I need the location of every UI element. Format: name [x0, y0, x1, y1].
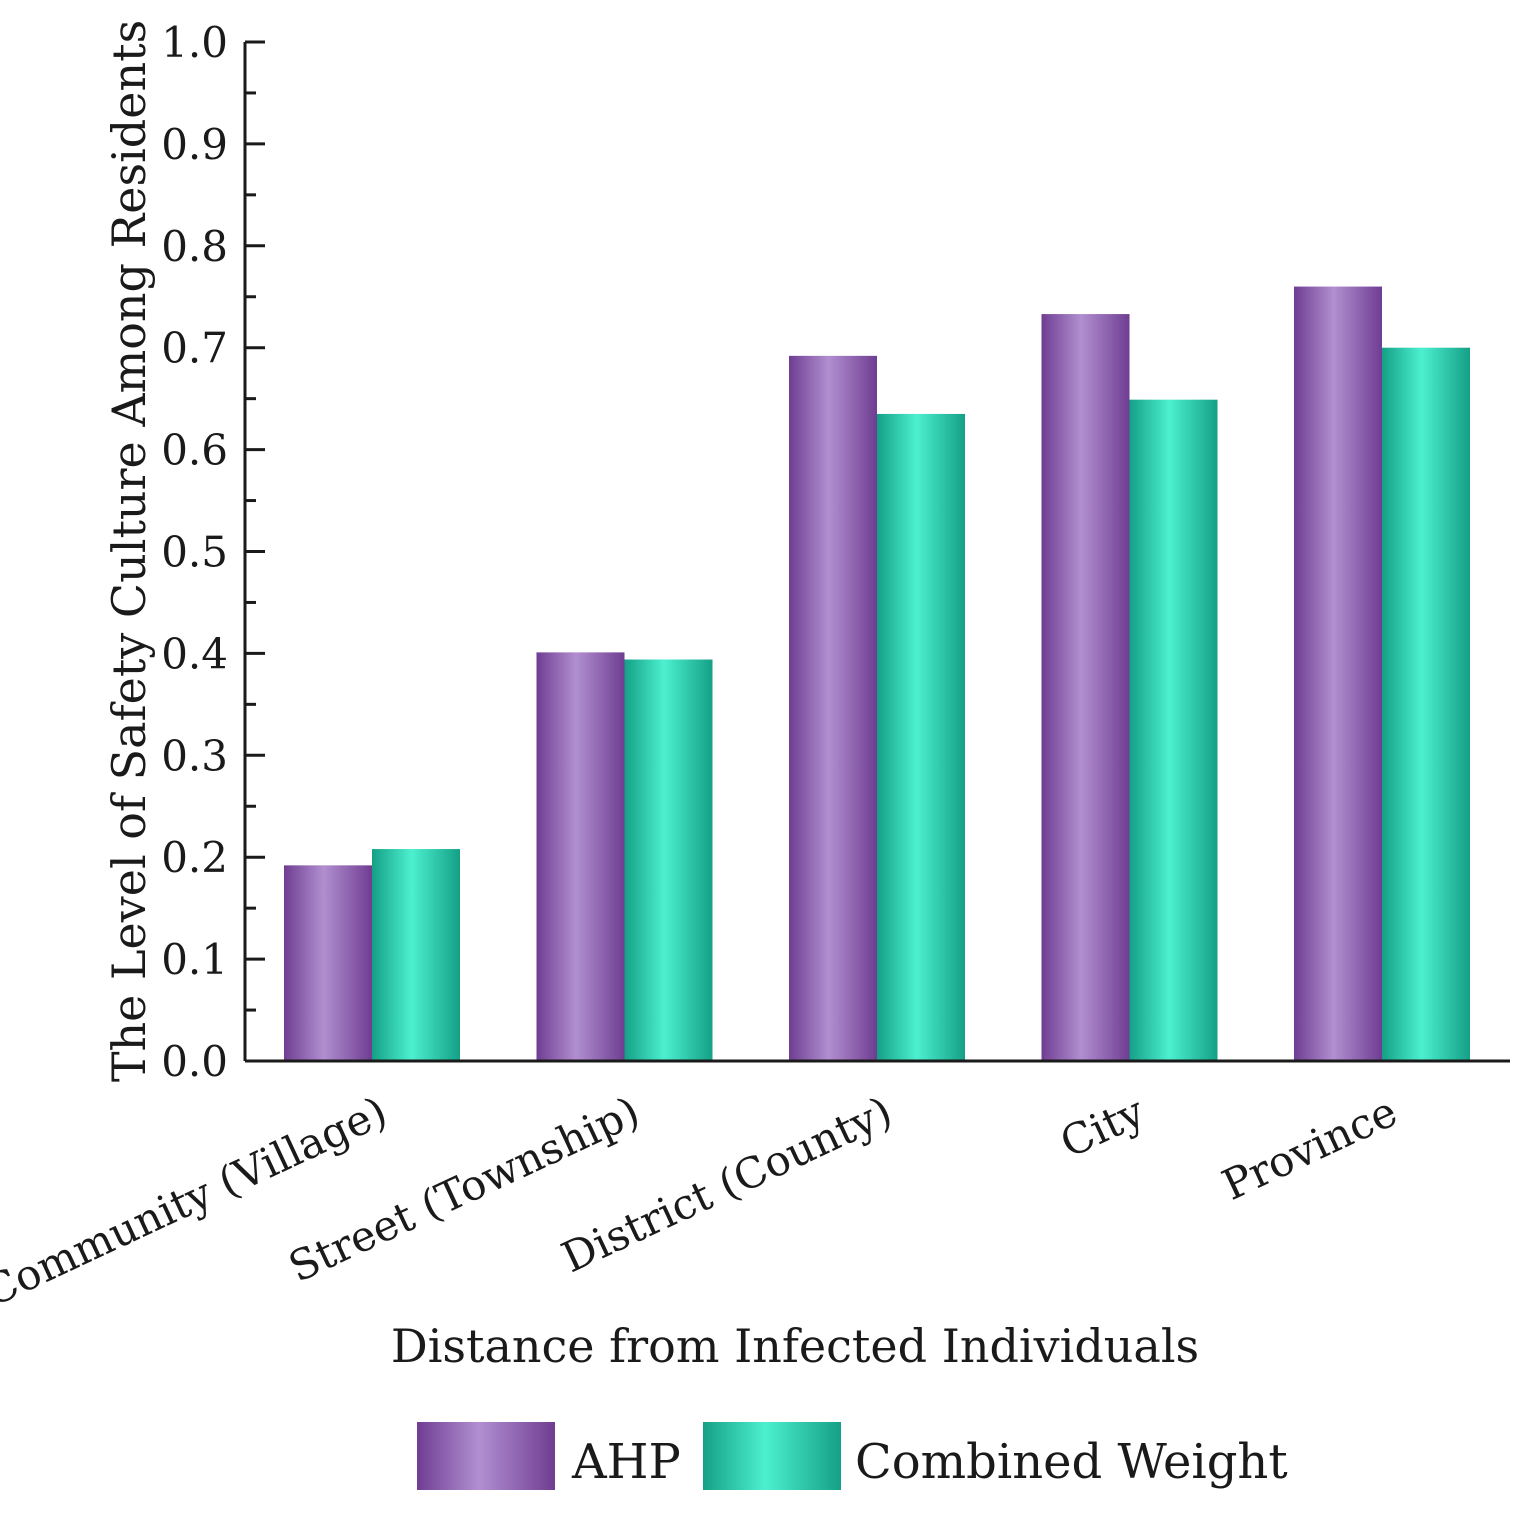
bar-ahp-4	[1294, 286, 1382, 1061]
x-tick-label-3: City	[1053, 1087, 1152, 1168]
y-tick-label: 0.6	[161, 426, 228, 475]
x-axis-title: Distance from Infected Individuals	[391, 1319, 1199, 1373]
legend: AHP Combined Weight	[417, 1422, 1288, 1490]
legend-swatch-combined-weight	[703, 1422, 841, 1490]
y-tick-label: 0.1	[161, 935, 228, 984]
y-axis-title: The Level of Safety Culture Among Reside…	[102, 20, 156, 1082]
legend-label-combined-weight: Combined Weight	[855, 1434, 1288, 1490]
y-tick-label: 0.0	[161, 1037, 228, 1086]
bar-combined-weight-3	[1129, 399, 1218, 1061]
y-tick-label: 0.5	[161, 528, 228, 577]
y-ticks-group: 0.0 0.1 0.2 0.3 0.4 0.5 0.6 0.7 0.8 0.9 1.0	[161, 18, 265, 1086]
y-tick-label: 0.2	[161, 833, 228, 882]
y-tick-label: 0.4	[161, 629, 228, 678]
bar-combined-weight-0	[372, 849, 460, 1061]
y-tick-label: 0.9	[161, 120, 228, 169]
bar-ahp-0	[284, 865, 372, 1061]
bar-ahp-2	[789, 355, 877, 1061]
bar-combined-weight-2	[877, 413, 965, 1061]
x-tick-label-4: Province	[1215, 1087, 1404, 1210]
bar-ahp-3	[1041, 314, 1130, 1061]
bar-combined-weight-1	[624, 659, 713, 1061]
bar-combined-weight-4	[1382, 347, 1470, 1061]
x-labels-group: Community (Village)Street (Township)Dist…	[0, 1087, 1404, 1317]
y-tick-label: 0.8	[161, 222, 228, 271]
y-tick-label: 0.3	[161, 731, 228, 780]
bar-ahp-1	[536, 652, 625, 1061]
bars-group	[284, 286, 1470, 1061]
legend-swatch-ahp	[417, 1422, 555, 1490]
y-tick-label: 1.0	[161, 18, 228, 67]
y-tick-label: 0.7	[161, 324, 228, 373]
x-tick-label-0: Community (Village)	[0, 1087, 394, 1317]
legend-label-ahp: AHP	[571, 1434, 681, 1490]
